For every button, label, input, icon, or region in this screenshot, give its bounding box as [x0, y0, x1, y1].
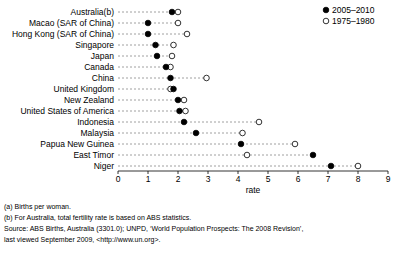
legend-marker	[323, 7, 329, 13]
x-tick-label: 4	[236, 174, 241, 184]
leader-line	[118, 133, 243, 134]
dot	[171, 86, 177, 92]
dot	[154, 53, 160, 59]
category-label: Canada	[84, 62, 114, 72]
leader-line	[118, 111, 186, 112]
leader-line	[118, 56, 172, 57]
category-label: Indonesia	[77, 117, 114, 127]
x-tick-label: 6	[296, 174, 301, 184]
leader-line	[118, 166, 358, 167]
footnote: last viewed September 2009, <http://www.…	[4, 236, 160, 244]
dot	[204, 75, 210, 81]
category-label: Malaysia	[80, 128, 114, 138]
category-label: Japan	[91, 51, 114, 61]
leader-line	[118, 144, 295, 145]
leader-line	[118, 45, 174, 46]
category-label: China	[92, 73, 114, 83]
dot	[184, 31, 190, 37]
dot	[169, 9, 175, 15]
dot	[244, 152, 250, 158]
footnote: Source: ABS Births, Australia (3301.0); …	[4, 225, 303, 233]
dot	[292, 141, 298, 147]
dot	[175, 9, 181, 15]
category-label: Australia(b)	[71, 7, 115, 17]
dot	[310, 152, 316, 158]
category-label: Singapore	[75, 40, 114, 50]
category-label: Niger	[94, 161, 114, 171]
x-tick-label: 2	[176, 174, 181, 184]
chart: Australia(b)Macao (SAR of China)Hong Kon…	[0, 0, 397, 265]
category-label: United States of America	[20, 106, 114, 116]
dot	[171, 42, 177, 48]
footnote: (a) Births per woman.	[4, 203, 71, 211]
dot	[193, 130, 199, 136]
leader-line	[118, 89, 174, 90]
dot	[181, 97, 187, 103]
dot	[168, 75, 174, 81]
dot	[256, 119, 262, 125]
x-tick-label: 7	[326, 174, 331, 184]
dot	[169, 53, 175, 59]
leader-line	[118, 34, 187, 35]
leader-line	[118, 67, 171, 68]
category-label: Macao (SAR of China)	[29, 18, 114, 28]
dot	[175, 20, 181, 26]
x-tick-label: 3	[206, 174, 211, 184]
x-tick-label: 8	[356, 174, 361, 184]
footnote: (b) For Australia, total fertility rate …	[4, 214, 191, 222]
dot	[175, 97, 181, 103]
leader-line	[118, 100, 184, 101]
leader-line	[118, 155, 313, 156]
dot	[240, 130, 246, 136]
x-tick-label: 9	[386, 174, 391, 184]
x-axis-label: rate	[246, 185, 261, 195]
x-tick-label: 1	[146, 174, 151, 184]
plot-area	[118, 9, 361, 169]
x-tick-label: 0	[116, 174, 121, 184]
dot	[181, 119, 187, 125]
dot	[163, 64, 169, 70]
category-label: Papua New Guinea	[40, 139, 114, 149]
x-axis	[118, 171, 388, 172]
dot	[145, 31, 151, 37]
legend-marker	[323, 18, 329, 24]
dot	[328, 163, 334, 169]
category-label: East Timor	[73, 150, 114, 160]
leader-line	[118, 122, 259, 123]
leader-line	[118, 78, 207, 79]
dot	[177, 108, 183, 114]
legend-label: 1975–1980	[332, 16, 375, 26]
dot	[183, 108, 189, 114]
legend-label: 2005–2010	[332, 5, 375, 15]
dot	[145, 20, 151, 26]
category-label: United Kingdom	[54, 84, 114, 94]
category-label: Hong Kong (SAR of China)	[12, 29, 114, 39]
dot	[238, 141, 244, 147]
dot	[355, 163, 361, 169]
category-label: New Zealand	[64, 95, 114, 105]
dot	[153, 42, 159, 48]
x-tick-label: 5	[266, 174, 271, 184]
